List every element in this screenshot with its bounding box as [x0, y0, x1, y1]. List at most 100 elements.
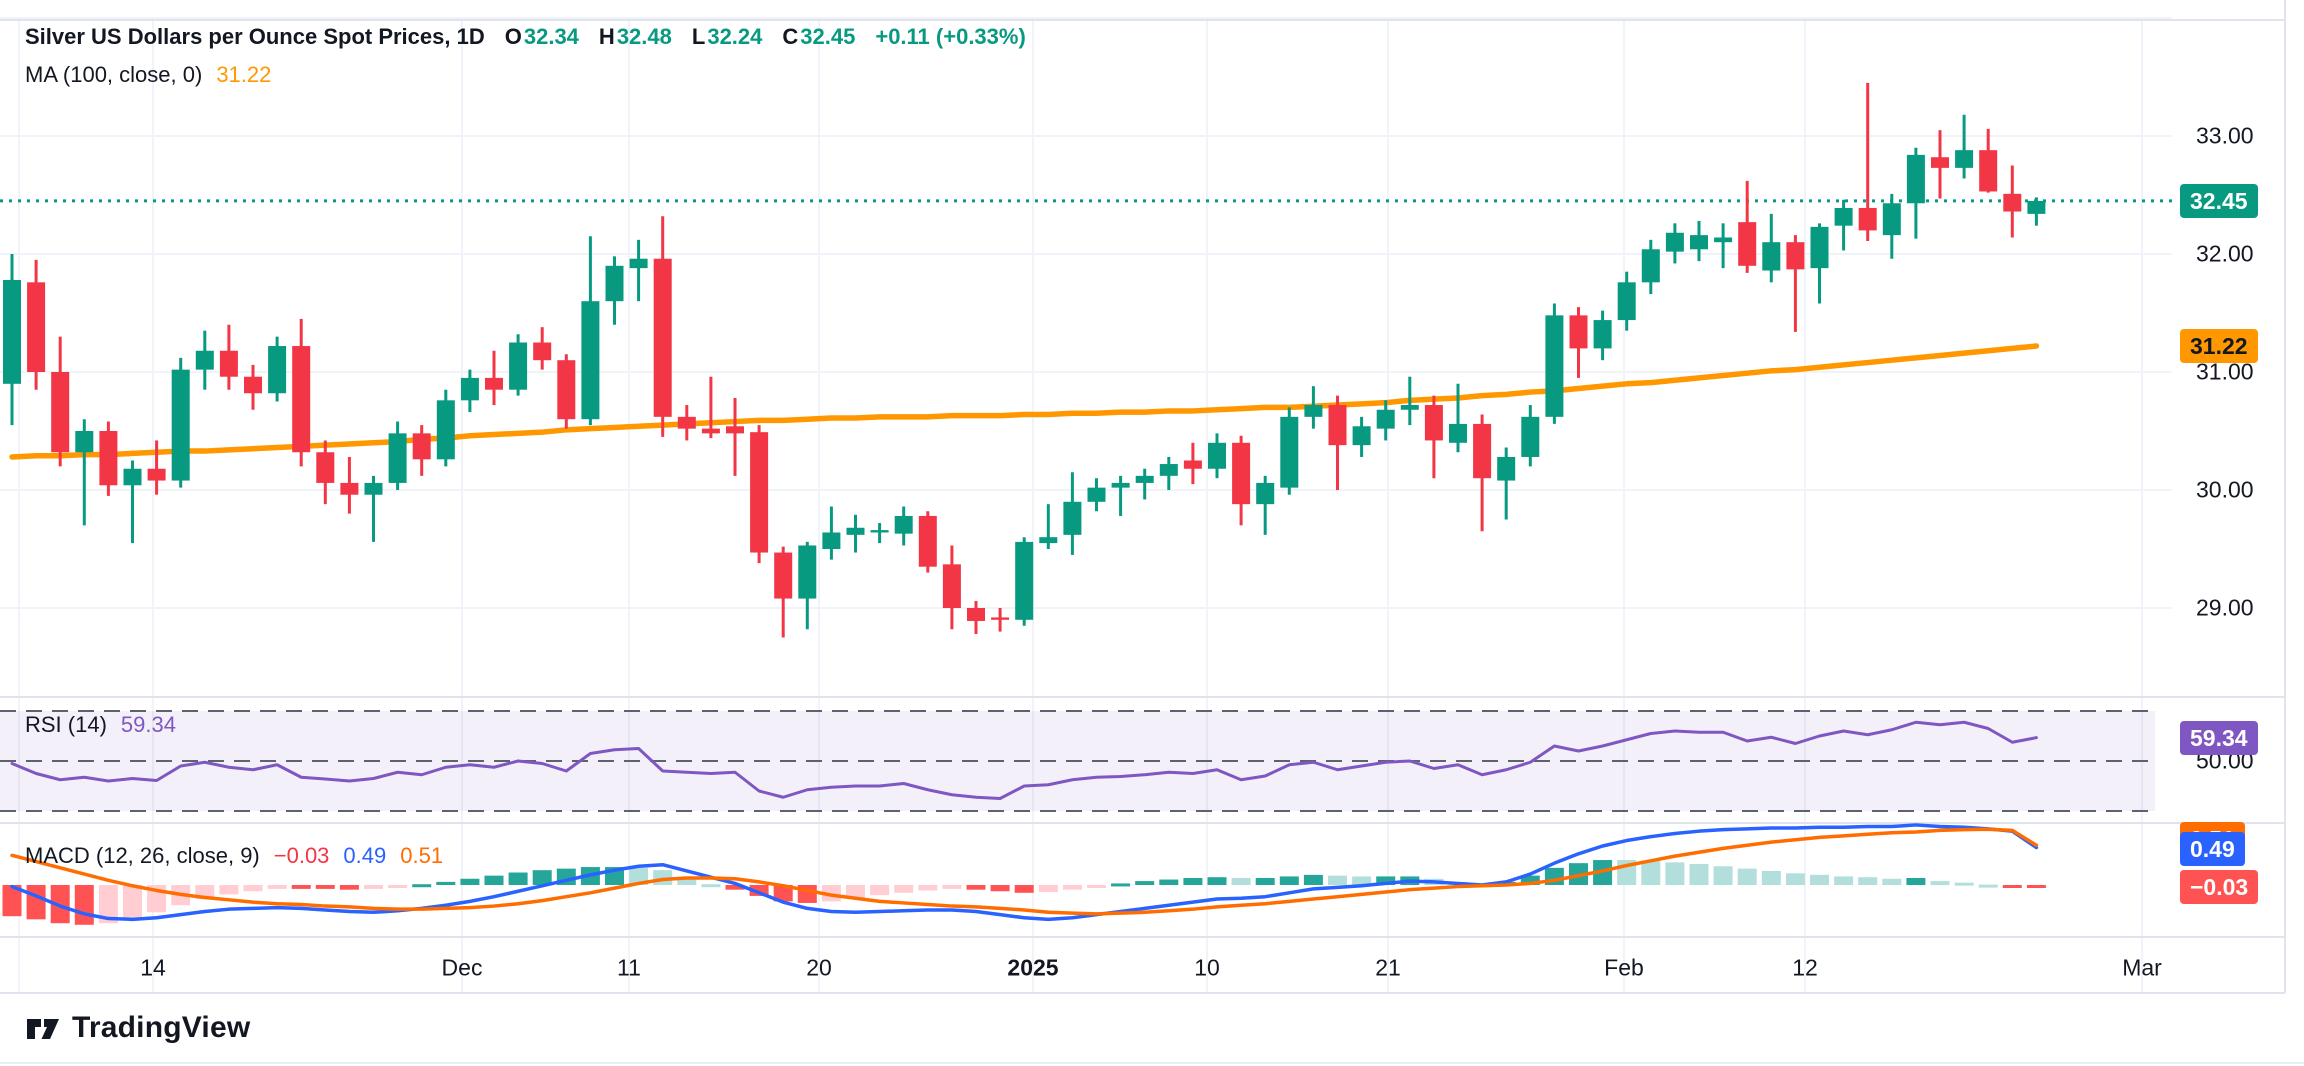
candle-body [557, 360, 576, 420]
price-axis-label: 32.00 [2196, 240, 2254, 267]
candle-body [1183, 460, 1202, 469]
candle-body [1786, 242, 1805, 270]
macd-histogram-bar [123, 885, 142, 919]
candle-body [1810, 226, 1829, 269]
macd-histogram-bar [1352, 876, 1372, 885]
macd-line [10, 823, 2039, 922]
tradingview-logo-text: TradingView [72, 1011, 251, 1044]
macd-histogram-bar [749, 885, 769, 896]
time-axis-label: 10 [1194, 954, 1220, 981]
axis-value-badge: 31.22 [2180, 329, 2258, 364]
macd-histogram-bar [1303, 874, 1323, 885]
candle-body [509, 342, 528, 390]
candle-body [1882, 203, 1901, 236]
macd-histogram-bar [2002, 885, 2022, 888]
candle-body [942, 564, 961, 608]
macd-histogram-bar [74, 885, 94, 925]
price-axis-label: 29.00 [2196, 594, 2254, 621]
ohlc-high: H 32.48 [598, 24, 672, 49]
macd-histogram-bar [1159, 879, 1179, 885]
macd-histogram-bar [773, 885, 793, 902]
candle-body [195, 350, 214, 370]
candle-body [436, 400, 455, 460]
time-scale[interactable] [0, 937, 2285, 993]
time-axis-label: 11 [617, 954, 641, 981]
candle-body [1497, 456, 1516, 481]
candle-body [894, 515, 913, 534]
time-axis-label: 21 [1375, 954, 1401, 981]
macd-histogram-bar [50, 885, 70, 924]
candle-body [27, 282, 46, 372]
candle-body [1473, 423, 1492, 479]
macd-histogram-bar [990, 885, 1010, 892]
candle-body [1931, 157, 1949, 168]
macd-histogram-bar [1761, 870, 1781, 885]
macd-histogram-bar [1785, 873, 1805, 885]
macd-histogram-bar [315, 885, 335, 889]
candle-body [1545, 315, 1564, 417]
candle-body [822, 532, 841, 549]
ohlc-close: C 32.45 [782, 24, 856, 49]
candle-body [219, 350, 238, 377]
macd-histogram-bar [291, 885, 311, 889]
candle-body [1328, 405, 1347, 446]
candle-body [533, 342, 552, 361]
macd-histogram-bar [2, 885, 22, 917]
candle-body [3, 279, 21, 384]
price-legend-row: Silver US Dollars per Ounce Spot Prices,… [25, 24, 1026, 50]
macd-histogram-bar [1520, 875, 1540, 885]
candle-body [292, 346, 311, 453]
candle-body [1617, 282, 1636, 321]
candle-body [485, 377, 503, 390]
price-change: +0.11 (+0.33%) [875, 24, 1026, 49]
candle-body [2027, 200, 2046, 214]
macd-histogram-bar [339, 885, 359, 890]
candle-body [750, 432, 769, 553]
ma-100-line [9, 343, 2040, 460]
macd-histogram-bar [219, 885, 239, 895]
candle-body [1424, 405, 1443, 441]
candle-body [1714, 237, 1733, 243]
rsi-value: 59.34 [120, 712, 176, 737]
time-axis-label: 14 [140, 954, 166, 981]
candle-body [991, 617, 1010, 620]
candle-body [653, 258, 672, 417]
macd-histogram-bar [1906, 877, 1926, 885]
candle-body [605, 265, 624, 302]
macd-histogram-bar [1665, 862, 1685, 885]
macd-histogram-bar [460, 878, 480, 885]
macd-histogram-bar [1087, 885, 1106, 888]
macd-histogram-bar [1713, 866, 1733, 885]
candle-body [1979, 150, 1998, 192]
macd-histogram-bar [942, 885, 962, 889]
candle-body [1690, 235, 1708, 250]
macd-line-value: 0.49 [343, 843, 387, 868]
time-axis-label: Mar [2122, 954, 2162, 981]
tradingview-logo[interactable]: TradingView [22, 1008, 250, 1048]
candle-body [340, 482, 359, 495]
candle-body [1256, 482, 1275, 505]
macd-histogram-bar [1183, 877, 1203, 885]
time-axis-label: 2025 [1007, 954, 1059, 981]
macd-histogram-bar [532, 870, 552, 885]
macd-histogram-bar [364, 885, 383, 889]
candle-body [1400, 405, 1419, 410]
candle-body [726, 426, 744, 434]
macd-histogram-bar [918, 885, 938, 891]
macd-histogram-bar [677, 877, 697, 885]
price-scale[interactable] [2155, 0, 2295, 993]
candle-body [677, 416, 696, 429]
macd-histogram-bar [98, 885, 118, 924]
candle-body [99, 431, 118, 486]
macd-legend-row: MACD (12, 26, close, 9) −0.03 0.49 0.51 [25, 843, 443, 869]
macd-histogram-bar [1376, 876, 1396, 885]
macd-histogram-bar [966, 885, 986, 890]
candle-body [774, 552, 793, 599]
macd-histogram-bar [388, 885, 408, 888]
candle-body [1858, 207, 1877, 231]
symbol-title: Silver US Dollars per Ounce Spot Prices,… [25, 24, 485, 49]
candle-body [364, 482, 383, 495]
candle-body [1352, 426, 1371, 446]
candle-body [1304, 405, 1323, 417]
